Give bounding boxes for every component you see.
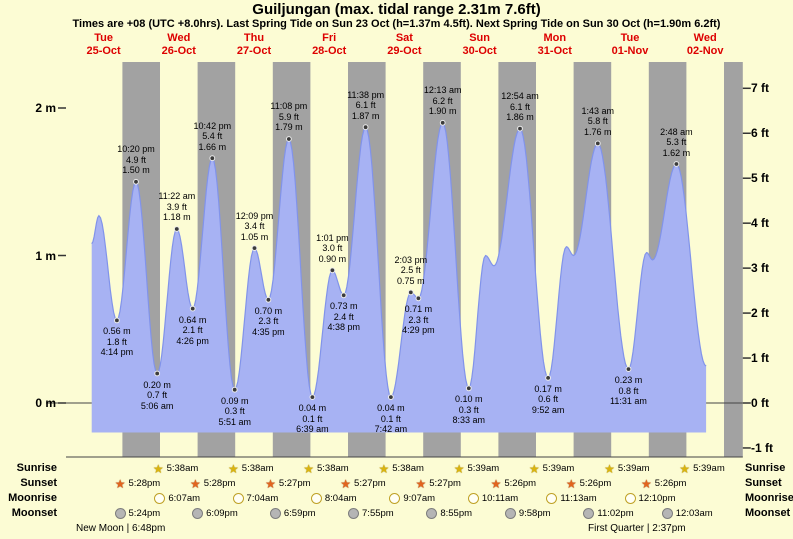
tide-point-dot [517,125,523,132]
tide-point-dot [594,140,601,147]
tide-point-dot [133,178,139,185]
tide-point-dot [309,394,316,401]
tide-point-dot [209,155,216,162]
tide-point-dot [189,305,196,312]
page-title: Guiljungan (max. tidal range 2.31m 7.6ft… [252,1,541,18]
tide-point-dot [439,119,446,126]
chart-subtitle: Times are +08 (UTC +8.0hrs). Last Spring… [72,18,721,30]
tide-point-dot [286,136,292,142]
tide-point-dot [415,295,422,302]
tide-point-dot [407,289,414,296]
tide-point-dot [673,161,680,167]
tide-point-dot [625,366,632,373]
tide-point-dot [340,292,347,299]
tide-point-dot [114,317,120,324]
tide-point-dot [173,226,180,232]
tide-area [91,122,707,433]
tide-point-dot [465,385,472,392]
tide-point-dot [231,386,238,393]
tide-point-dot [329,267,336,274]
tide-point-dot [265,296,272,303]
tide-point-dot [362,124,369,131]
tide-point-dot [545,375,551,381]
tide-point-dot [154,370,161,377]
night-band [724,62,743,457]
tide-point-dot [251,245,258,252]
tide-point-dot [388,394,394,401]
